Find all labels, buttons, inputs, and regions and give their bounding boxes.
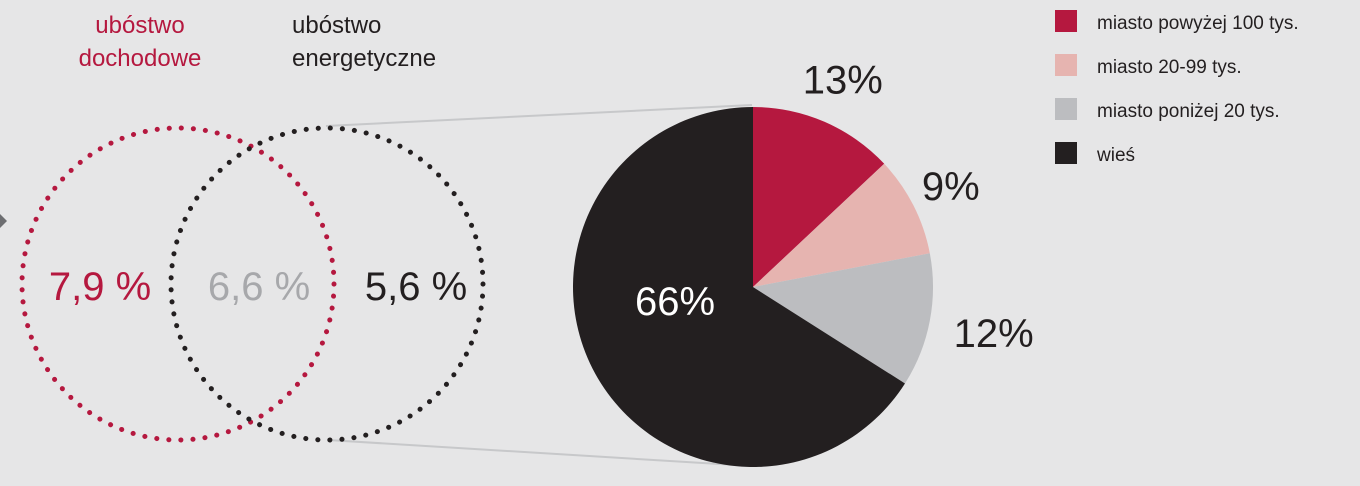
- venn-right-title-line2: energetyczne: [292, 45, 436, 72]
- pie-value-label-4: 66%: [635, 280, 715, 324]
- venn-left-title-line1: ubóstwo: [95, 12, 184, 39]
- pie-chart: [573, 107, 933, 468]
- legend-swatch-2: [1055, 54, 1077, 76]
- legend-label-4: wieś: [1096, 145, 1135, 166]
- pie-slice-4: [573, 107, 905, 468]
- legend: miasto powyżej 100 tys. miasto 20-99 tys.…: [1055, 10, 1299, 166]
- pie-slice-2: [753, 163, 930, 287]
- pie-slice-1: [753, 107, 885, 287]
- venn-circle-energy-poverty: [168, 125, 486, 443]
- legend-swatch-4: [1055, 142, 1077, 164]
- venn-circle-income-poverty: [19, 125, 337, 443]
- legend-label-2: miasto 20-99 tys.: [1097, 57, 1242, 78]
- connector-line-top: [325, 104, 753, 127]
- pie-value-label-3: 12%: [954, 312, 1034, 356]
- venn-right-title-line1: ubóstwo: [292, 12, 381, 39]
- venn-overlap-value: 6,6 %: [208, 265, 310, 309]
- venn-right-only-value: 5,6 %: [365, 265, 467, 309]
- legend-swatch-3: [1055, 98, 1077, 120]
- pie-value-label-2: 9%: [922, 165, 980, 209]
- left-edge-arrow-icon: [0, 214, 7, 228]
- pie-value-label-1: 13%: [803, 59, 883, 103]
- venn-left-title-line2: dochodowe: [79, 45, 202, 72]
- legend-label-3: miasto poniżej 20 tys.: [1097, 101, 1280, 122]
- connector-line-bottom: [327, 439, 753, 467]
- pie-value-labels: 13% 9% 12% 66%: [635, 59, 1034, 356]
- venn-left-only-value: 7,9 %: [49, 265, 151, 309]
- legend-swatch-1: [1055, 10, 1077, 32]
- pie-slice-3: [753, 253, 933, 384]
- legend-label-1: miasto powyżej 100 tys.: [1097, 13, 1299, 34]
